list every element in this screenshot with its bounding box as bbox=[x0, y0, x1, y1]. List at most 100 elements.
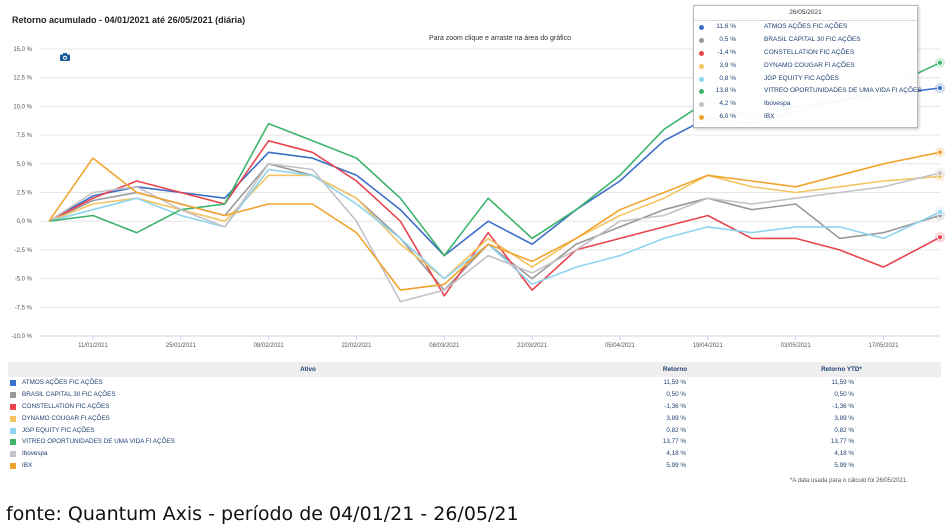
return-ytd-value: 4,18 % bbox=[834, 450, 854, 458]
tooltip-row: 0,5 % BRASIL CAPITAL 30 FIC AÇÕES bbox=[694, 34, 917, 47]
x-tick-label: 22/03/2021 bbox=[517, 343, 548, 349]
tooltip-value: 3,9 % bbox=[719, 61, 736, 69]
asset-name: VITREO OPORTUNIDADES DE UMA VIDA FI AÇÕE… bbox=[22, 438, 175, 446]
y-axis-ticks: 15,0 % 12,5 % 10,0 % 7,5 % 5,0 % 2,5 % 0,0 % -2… bbox=[11, 47, 32, 340]
series-swatch-icon bbox=[10, 391, 16, 398]
end-marker bbox=[937, 170, 943, 176]
end-marker bbox=[937, 59, 943, 66]
tooltip-row: 11,6 % ATMOS AÇÕES FIC AÇÕES bbox=[694, 21, 917, 34]
x-tick-label: 17/05/2021 bbox=[869, 343, 900, 349]
series-line[interactable] bbox=[48, 140, 941, 297]
tooltip-row: 13,8 % VITREO OPORTUNIDADES DE UMA VIDA F… bbox=[694, 85, 922, 98]
asset-name: BRASIL CAPITAL 30 FIC AÇÕES bbox=[22, 390, 116, 398]
series-line[interactable] bbox=[48, 163, 941, 303]
table-header: Ativo Retorno Retorno YTD* bbox=[8, 362, 941, 377]
x-tick-label: 05/04/2021 bbox=[605, 343, 636, 349]
y-tick-label: -5,0 % bbox=[15, 277, 33, 283]
returns-table: Ativo Retorno Retorno YTD* ATMOS AÇÕES F… bbox=[8, 362, 941, 472]
y-tick-label: 10,0 % bbox=[13, 104, 32, 110]
header-return-ytd: Retorno YTD* bbox=[742, 362, 941, 377]
series-line[interactable] bbox=[48, 174, 941, 280]
hover-tooltip: 26/05/2021 11,6 % ATMOS AÇÕES FIC AÇÕES 0,… bbox=[693, 5, 922, 128]
asset-name: CONSTELLATION FIC AÇÕES bbox=[22, 402, 110, 410]
tooltip-row: 6,0 % IBX bbox=[694, 111, 917, 124]
x-tick-label: 19/04/2021 bbox=[693, 343, 724, 349]
return-ytd-value: 0,82 % bbox=[834, 426, 854, 434]
return-value: 3,89 % bbox=[666, 414, 686, 422]
return-ytd-value: 11,59 % bbox=[831, 379, 854, 386]
end-marker bbox=[937, 85, 943, 91]
table-row: VITREO OPORTUNIDADES DE UMA VIDA FI AÇÕE… bbox=[8, 436, 941, 448]
table-row: BRASIL CAPITAL 30 FIC AÇÕES 0,50 % 0,50 % bbox=[8, 389, 941, 401]
tooltip-value: 11,6 % bbox=[716, 23, 736, 30]
x-tick-label: 22/02/2021 bbox=[341, 343, 372, 349]
tooltip-row: 4,2 % Ibovespa bbox=[694, 98, 917, 111]
tooltip-date: 26/05/2021 bbox=[694, 6, 917, 21]
asset-name: JGP EQUITY FIC AÇÕES bbox=[22, 426, 95, 434]
table-row: IBX 5,99 % 5,99 % bbox=[8, 460, 941, 472]
tooltip-value: 6,0 % bbox=[719, 113, 736, 121]
return-value: 5,99 % bbox=[666, 462, 686, 470]
header-return: Retorno bbox=[610, 362, 740, 377]
return-value: 0,82 % bbox=[666, 426, 686, 434]
camera-icon[interactable] bbox=[60, 53, 70, 61]
x-tick-label: 11/01/2021 bbox=[78, 343, 108, 349]
series-dot-icon bbox=[699, 76, 704, 82]
end-markers bbox=[935, 57, 945, 243]
y-tick-label: -2,5 % bbox=[15, 248, 33, 254]
y-tick-label: -10,0 % bbox=[11, 334, 32, 340]
y-tick-label: 15,0 % bbox=[13, 47, 32, 53]
y-tick-label: 5,0 % bbox=[17, 162, 33, 168]
series-swatch-icon bbox=[10, 463, 16, 470]
tooltip-row: 3,9 % DYNAMO COUGAR FI AÇÕES bbox=[694, 60, 917, 73]
tooltip-series-name: CONSTELLATION FIC AÇÕES bbox=[764, 48, 855, 56]
return-value: 0,50 % bbox=[666, 390, 686, 398]
tooltip-value: 4,2 % bbox=[719, 100, 736, 108]
y-tick-label: 2,5 % bbox=[17, 191, 33, 197]
series-swatch-icon bbox=[10, 415, 16, 422]
header-asset: Ativo bbox=[300, 366, 316, 373]
return-ytd-value: 5,99 % bbox=[834, 462, 854, 470]
asset-name: IBX bbox=[22, 462, 33, 470]
tooltip-row: 0,8 % JGP EQUITY FIC AÇÕES bbox=[694, 73, 917, 86]
footnote: *A data usada para o cálculo foi 26/05/2… bbox=[790, 478, 908, 484]
return-ytd-value: 13,77 % bbox=[830, 438, 854, 446]
zoom-hint: Para zoom clique e arraste na área do gr… bbox=[428, 35, 572, 42]
asset-name: DYNAMO COUGAR FI AÇÕES bbox=[22, 414, 110, 422]
tooltip-value: 0,5 % bbox=[719, 35, 736, 43]
x-tick-label: 08/03/2021 bbox=[429, 343, 460, 349]
tooltip-series-name: ATMOS AÇÕES FIC AÇÕES bbox=[764, 23, 848, 30]
return-ytd-value: 3,89 % bbox=[834, 414, 854, 422]
return-value: 13,77 % bbox=[662, 438, 686, 446]
series-dot-icon bbox=[699, 89, 704, 95]
asset-name: ATMOS AÇÕES FIC AÇÕES bbox=[22, 379, 103, 386]
tooltip-series-name: BRASIL CAPITAL 30 FIC AÇÕES bbox=[764, 35, 861, 43]
tooltip-series-name: JGP EQUITY FIC AÇÕES bbox=[764, 74, 839, 82]
series-line[interactable] bbox=[48, 168, 941, 286]
table-row: Ibovespa 4,18 % 4,18 % bbox=[8, 448, 941, 460]
return-value: -1,36 % bbox=[664, 402, 686, 410]
series-swatch-icon bbox=[10, 451, 16, 458]
table-row: CONSTELLATION FIC AÇÕES -1,36 % -1,36 % bbox=[8, 401, 941, 413]
x-tick-label: 03/05/2021 bbox=[781, 343, 812, 349]
y-tick-label: 12,5 % bbox=[13, 76, 32, 82]
chart-title: Retorno acumulado - 04/01/2021 até 26/05… bbox=[12, 15, 246, 25]
x-axis-ticks: 11/01/2021 25/01/2021 08/02/2021 22/02/2021… bbox=[40, 335, 940, 349]
tooltip-value: -1,4 % bbox=[717, 48, 736, 56]
y-tick-label: -7,5 % bbox=[15, 305, 33, 311]
return-value: 4,18 % bbox=[666, 450, 686, 458]
y-tick-label: 0,0 % bbox=[17, 219, 33, 225]
series-line[interactable] bbox=[48, 151, 941, 291]
table-row: JGP EQUITY FIC AÇÕES 0,82 % 0,82 % bbox=[8, 425, 941, 437]
end-marker bbox=[937, 149, 943, 156]
x-tick-label: 08/02/2021 bbox=[254, 343, 285, 349]
return-value: 11,59 % bbox=[663, 379, 686, 386]
series-swatch-icon bbox=[10, 427, 16, 434]
x-tick-label: 25/01/2021 bbox=[166, 343, 197, 349]
table-row: DYNAMO COUGAR FI AÇÕES 3,89 % 3,89 % bbox=[8, 413, 941, 425]
series-dot-icon bbox=[699, 102, 704, 108]
tooltip-series-name: IBX bbox=[764, 113, 775, 121]
series-dot-icon bbox=[699, 50, 704, 56]
end-marker bbox=[937, 234, 943, 241]
series-swatch-icon bbox=[10, 439, 16, 446]
